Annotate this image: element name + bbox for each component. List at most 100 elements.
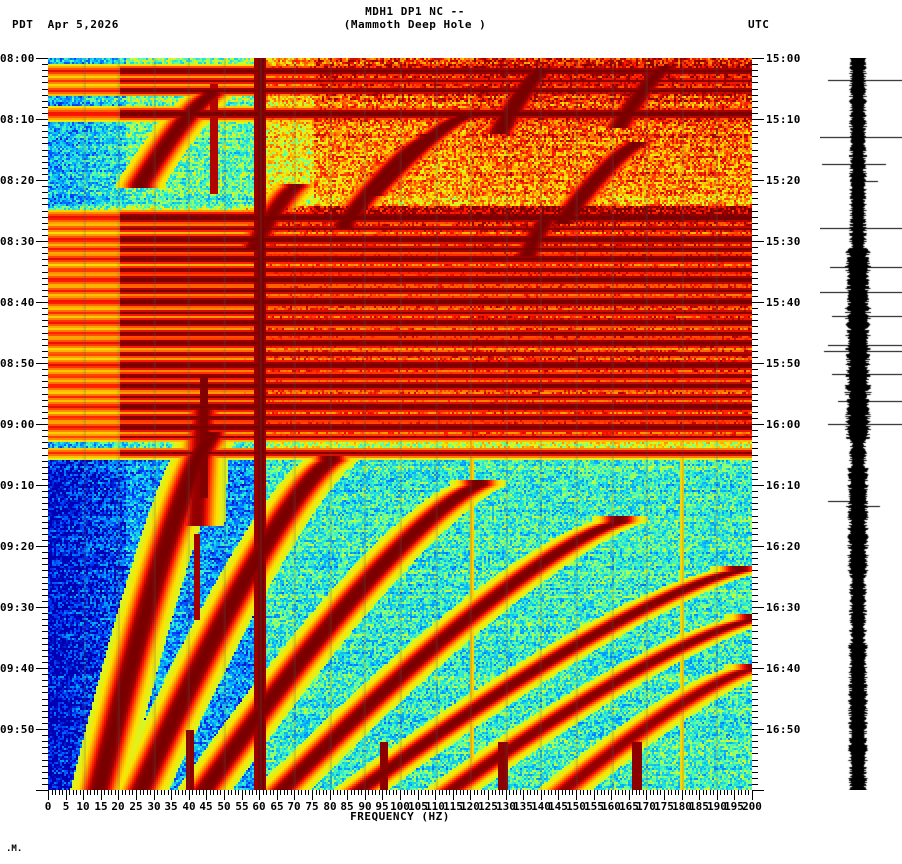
freq-minor-tick [375, 790, 376, 795]
spectrogram-plot[interactable] [48, 58, 752, 790]
left-major-tick [36, 607, 48, 608]
right-minor-tick [752, 381, 758, 382]
right-minor-tick [752, 400, 758, 401]
right-minor-tick [752, 699, 758, 700]
freq-minor-tick [601, 790, 602, 795]
freq-minor-tick [604, 790, 605, 795]
freq-minor-tick [273, 790, 274, 795]
right-minor-tick [752, 619, 758, 620]
left-major-tick [36, 119, 48, 120]
right-major-tick [752, 668, 764, 669]
freq-minor-tick [509, 790, 510, 795]
freq-minor-tick [115, 790, 116, 795]
freq-minor-tick [544, 790, 545, 795]
freq-minor-tick [520, 790, 521, 795]
freq-minor-tick [411, 790, 412, 795]
freq-minor-tick [477, 790, 478, 795]
freq-major-tick [470, 790, 471, 800]
right-major-tick [752, 607, 764, 608]
freq-minor-tick [389, 790, 390, 795]
freq-minor-tick [537, 790, 538, 795]
freq-minor-tick [432, 790, 433, 795]
left-major-tick [36, 424, 48, 425]
right-major-tick [752, 180, 764, 181]
freq-minor-tick [396, 790, 397, 795]
right-minor-tick [752, 558, 758, 559]
right-minor-tick [752, 137, 758, 138]
freq-major-tick [594, 790, 595, 800]
freq-minor-tick [484, 790, 485, 795]
right-minor-tick [752, 491, 758, 492]
right-minor-tick [752, 552, 758, 553]
freq-minor-tick [428, 790, 429, 795]
freq-major-tick [312, 790, 313, 800]
freq-minor-tick [530, 790, 531, 795]
freq-minor-tick [132, 790, 133, 795]
right-minor-tick [752, 290, 758, 291]
freq-minor-tick [660, 790, 661, 795]
right-minor-tick [752, 631, 758, 632]
right-minor-tick [752, 143, 758, 144]
right-minor-tick [752, 125, 758, 126]
right-minor-tick [752, 150, 758, 151]
freq-minor-tick [650, 790, 651, 795]
right-minor-tick [752, 131, 758, 132]
right-time-label-1640: 16:40 [766, 662, 801, 675]
freq-minor-tick [618, 790, 619, 795]
freq-minor-tick [741, 790, 742, 795]
right-minor-tick [752, 223, 758, 224]
freq-minor-tick [245, 790, 246, 795]
freq-minor-tick [625, 790, 626, 795]
right-minor-tick [752, 735, 758, 736]
right-minor-tick [752, 412, 758, 413]
freq-minor-tick [534, 790, 535, 795]
right-time-label-1550: 15:50 [766, 357, 801, 370]
freq-minor-tick [696, 790, 697, 795]
freq-minor-tick [249, 790, 250, 795]
freq-major-tick [189, 790, 190, 800]
freq-minor-tick [104, 790, 105, 795]
right-minor-tick [752, 357, 758, 358]
right-minor-tick [752, 247, 758, 248]
freq-major-tick [382, 790, 383, 800]
right-major-tick [752, 790, 764, 791]
freq-minor-tick [178, 790, 179, 795]
freq-minor-tick [713, 790, 714, 795]
right-minor-tick [752, 113, 758, 114]
freq-minor-tick [551, 790, 552, 795]
right-major-tick [752, 546, 764, 547]
freq-major-tick [699, 790, 700, 800]
right-minor-tick [752, 741, 758, 742]
right-minor-tick [752, 595, 758, 596]
freq-minor-tick [228, 790, 229, 795]
freq-minor-tick [143, 790, 144, 795]
freq-minor-tick [495, 790, 496, 795]
freq-minor-tick [643, 790, 644, 795]
freq-minor-tick [590, 790, 591, 795]
freq-minor-tick [192, 790, 193, 795]
freq-minor-tick [474, 790, 475, 795]
left-major-tick [36, 241, 48, 242]
right-minor-tick [752, 564, 758, 565]
right-time-label-1650: 16:50 [766, 723, 801, 736]
right-minor-tick [752, 509, 758, 510]
freq-minor-tick [562, 790, 563, 795]
right-major-tick [752, 363, 764, 364]
seismogram-trace-panel[interactable] [820, 58, 902, 790]
right-minor-tick [752, 339, 758, 340]
freq-minor-tick [196, 790, 197, 795]
freq-major-tick [611, 790, 612, 800]
freq-minor-tick [386, 790, 387, 795]
right-minor-tick [752, 107, 758, 108]
right-minor-tick [752, 448, 758, 449]
freq-minor-tick [280, 790, 281, 795]
right-minor-tick [752, 613, 758, 614]
right-minor-tick [752, 198, 758, 199]
freq-minor-tick [449, 790, 450, 795]
right-minor-tick [752, 656, 758, 657]
right-minor-tick [752, 522, 758, 523]
right-minor-tick [752, 601, 758, 602]
freq-minor-tick [308, 790, 309, 795]
right-minor-tick [752, 204, 758, 205]
right-time-label-1510: 15:10 [766, 113, 801, 126]
